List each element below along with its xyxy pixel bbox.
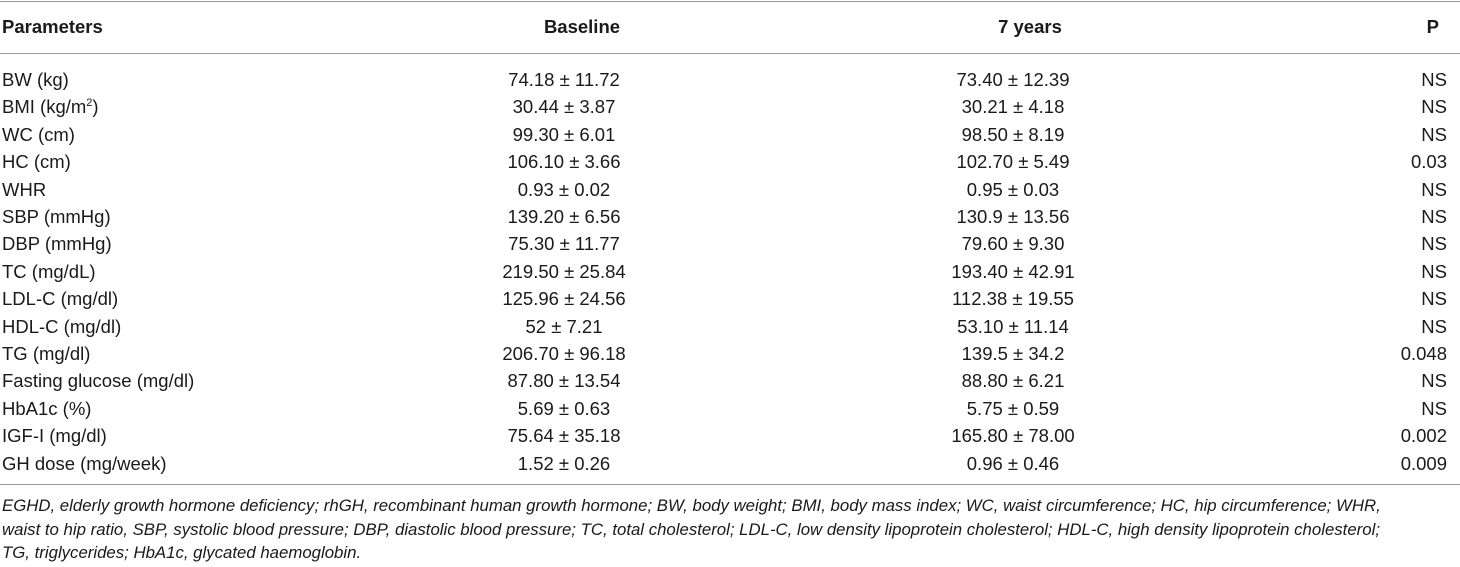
table-row: WHR 0.93 ± 0.02 0.95 ± 0.03 NS [0,176,1460,203]
cell-baseline: 206.70 ± 96.18 [502,343,626,364]
table-footnote: EGHD, elderly growth hormone deficiency;… [2,494,1458,565]
cell-7-years: 139.5 ± 34.2 [961,343,1065,364]
cell-baseline: 75.30 ± 11.77 [508,233,620,255]
header-baseline: Baseline [543,16,621,37]
cell-p-value: NS [1421,315,1447,337]
cell-parameter: BMI (kg/m2) [2,93,99,120]
footnote-line-1: EGHD, elderly growth hormone deficiency;… [2,496,1381,515]
cell-p-value: 0.009 [1400,452,1447,474]
table-header-rule [0,53,1460,54]
cell-parameter: WHR [2,178,47,200]
cell-parameter: LDL-C (mg/dl) [2,288,119,310]
table-bottom-rule [0,484,1460,485]
cell-parameter: DBP (mmHg) [2,233,112,255]
cell-7-years: 88.80 ± 6.21 [961,370,1065,392]
cell-parameter-superscript: 2 [86,97,93,110]
cell-parameter: TC (mg/dL) [2,260,96,282]
cell-parameter-text: BMI (kg/m [2,96,87,118]
table-row: Fasting glucose (mg/dl) 87.80 ± 13.54 88.8… [0,367,1460,394]
header-p: P [1426,16,1439,37]
cell-baseline: 30.44 ± 3.87 [512,96,616,118]
cell-p-value: NS [1421,370,1447,392]
cell-p-value: 0.048 [1400,343,1447,364]
header-parameters: Parameters [2,16,103,37]
table-row: WC (cm) 99.30 ± 6.01 98.50 ± 8.19 NS [0,121,1460,148]
cell-p-value: NS [1421,123,1447,145]
table-row: DBP (mmHg) 75.30 ± 11.77 79.60 ± 9.30 NS [0,230,1460,257]
cell-p-value: 0.002 [1400,425,1447,447]
cell-parameter: GH dose (mg/week) [2,452,167,474]
table-row: BMI (kg/m2) 30.44 ± 3.87 30.21 ± 4.18 NS [0,93,1460,120]
cell-baseline: 219.50 ± 25.84 [502,260,626,282]
cell-7-years: 30.21 ± 4.18 [961,96,1065,118]
cell-p-value: NS [1421,96,1447,118]
header-7-years: 7 years [998,16,1062,37]
footnote-line-2: waist to hip ratio, SBP, systolic blood … [2,519,1380,539]
cell-parameter: TG (mg/dl) [2,343,91,364]
cell-parameter: Fasting glucose (mg/dl) [2,370,195,392]
cell-7-years: 112.38 ± 19.55 [952,288,1074,310]
cell-parameter: WC (cm) [2,123,75,145]
cell-baseline: 87.80 ± 13.54 [507,370,621,392]
table-row: IGF-I (mg/dl) 75.64 ± 35.18 165.80 ± 78.00… [0,422,1460,449]
table-row: BW (kg) 74.18 ± 11.72 73.40 ± 12.39 NS [0,66,1460,93]
cell-7-years: 79.60 ± 9.30 [961,233,1065,255]
table-row: HbA1c (%) 5.69 ± 0.63 5.75 ± 0.59 NS [0,395,1460,422]
cell-baseline: 75.64 ± 35.18 [507,425,621,447]
table-top-rule [0,1,1460,2]
cell-p-value: NS [1421,260,1447,282]
cell-baseline: 5.69 ± 0.63 [517,397,611,419]
cell-parameter: HC (cm) [2,151,71,173]
cell-parameter: HbA1c (%) [2,397,92,419]
table-row: GH dose (mg/week) 1.52 ± 0.26 0.96 ± 0.46 0… [0,450,1460,477]
table-row: SBP (mmHg) 139.20 ± 6.56 130.9 ± 13.56 NS [0,203,1460,230]
table-header-row: Parameters Baseline 7 years P [0,13,1460,40]
table-row: HC (cm) 106.10 ± 3.66 102.70 ± 5.49 0.03 [0,148,1460,175]
cell-baseline: 139.20 ± 6.56 [507,206,621,227]
cell-baseline: 99.30 ± 6.01 [512,123,616,145]
table-row: LDL-C (mg/dl) 125.96 ± 24.56 112.38 ± 19.5… [0,285,1460,312]
cell-baseline: 0.93 ± 0.02 [517,178,611,200]
cell-7-years: 53.10 ± 11.14 [957,315,1069,337]
footnote-line-3: TG, triglycerides; HbA1c, glycated haemo… [2,543,362,562]
cell-7-years: 102.70 ± 5.49 [956,151,1070,173]
cell-baseline: 74.18 ± 11.72 [508,69,620,90]
cell-7-years: 5.75 ± 0.59 [966,397,1060,419]
cell-p-value: NS [1421,233,1447,255]
cell-parameter: SBP (mmHg) [2,206,111,227]
cell-7-years: 73.40 ± 12.39 [956,69,1070,90]
cell-baseline: 52 ± 7.21 [525,315,603,337]
cell-parameter: BW (kg) [2,69,69,90]
cell-p-value: 0.03 [1410,151,1447,173]
cell-p-value: NS [1421,288,1447,310]
cell-baseline: 125.96 ± 24.56 [502,288,626,310]
cell-p-value: NS [1421,206,1447,227]
cell-7-years: 165.80 ± 78.00 [951,425,1075,447]
cell-baseline: 106.10 ± 3.66 [507,151,621,173]
cell-7-years: 0.96 ± 0.46 [966,452,1060,474]
table-row: TC (mg/dL) 219.50 ± 25.84 193.40 ± 42.91 NS [0,258,1460,285]
cell-parameter-text-end: ) [92,96,99,118]
cell-7-years: 0.95 ± 0.03 [966,178,1060,200]
cell-p-value: NS [1421,397,1447,419]
cell-p-value: NS [1421,69,1447,90]
table-row: HDL-C (mg/dl) 52 ± 7.21 53.10 ± 11.14 NS [0,313,1460,340]
table-row: TG (mg/dl) 206.70 ± 96.18 139.5 ± 34.2 0.04… [0,340,1460,367]
cell-parameter: IGF-I (mg/dl) [2,425,107,447]
cell-parameter: HDL-C (mg/dl) [2,315,122,337]
cell-p-value: NS [1421,178,1447,200]
cell-7-years: 98.50 ± 8.19 [961,123,1065,145]
cell-7-years: 130.9 ± 13.56 [956,206,1070,227]
cell-baseline: 1.52 ± 0.26 [517,452,611,474]
cell-7-years: 193.40 ± 42.91 [951,260,1075,282]
